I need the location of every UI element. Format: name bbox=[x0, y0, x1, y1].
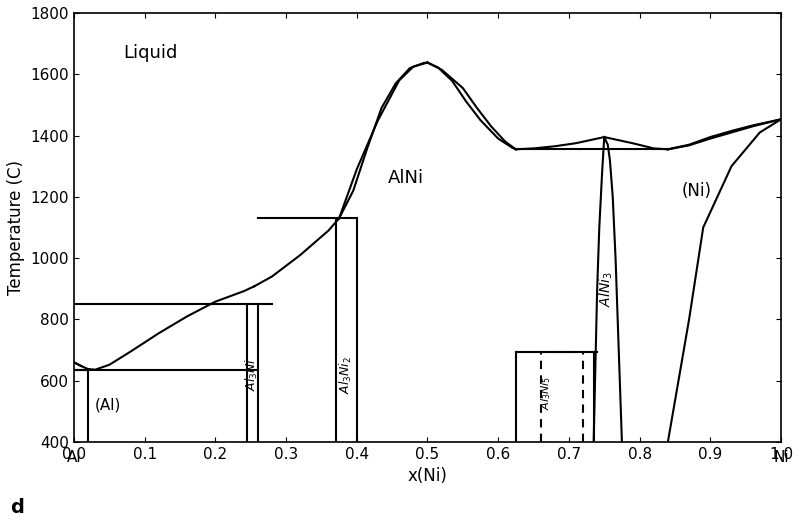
Text: AlNi: AlNi bbox=[388, 170, 424, 187]
Text: Ni: Ni bbox=[773, 450, 789, 465]
Text: Al: Al bbox=[66, 450, 82, 465]
Text: Liquid: Liquid bbox=[123, 44, 178, 61]
Text: $AlNi_3$: $AlNi_3$ bbox=[598, 271, 615, 307]
Y-axis label: Temperature (C): Temperature (C) bbox=[7, 160, 25, 295]
Text: (Al): (Al) bbox=[95, 398, 122, 413]
Text: (Ni): (Ni) bbox=[681, 181, 711, 200]
Text: $Al_3Ni$: $Al_3Ni$ bbox=[244, 358, 260, 391]
Text: $Al_3Ni_5$: $Al_3Ni_5$ bbox=[539, 376, 553, 410]
X-axis label: x(Ni): x(Ni) bbox=[407, 467, 447, 486]
Text: d: d bbox=[10, 498, 24, 517]
Text: $Al_3Ni_2$: $Al_3Ni_2$ bbox=[338, 356, 354, 394]
